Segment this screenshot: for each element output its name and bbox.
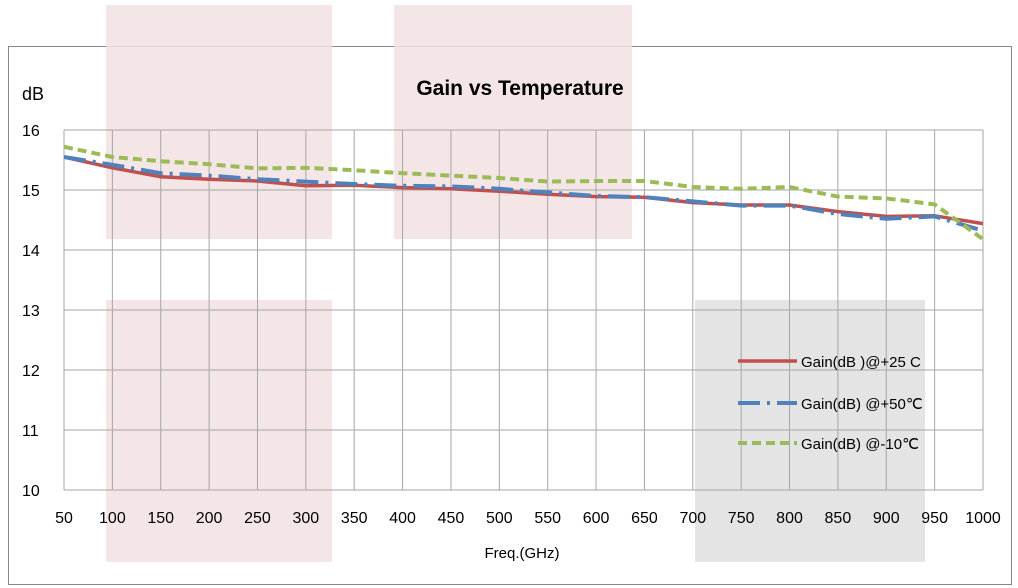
shade-block-3	[106, 300, 332, 562]
x-tick-label: 150	[147, 510, 174, 527]
x-tick-label: 350	[341, 510, 368, 527]
shade-block-2	[394, 5, 632, 239]
y-tick-label: 15	[22, 183, 40, 200]
series-line-3	[63, 144, 985, 241]
y-axis-unit-label: dB	[22, 84, 44, 104]
x-tick-label: 700	[679, 510, 706, 527]
x-tick-label: 100	[99, 510, 126, 527]
series-line-1	[63, 155, 984, 226]
y-tick-label: 10	[22, 483, 40, 500]
legend-label-1: Gain(dB )@+25 C	[801, 354, 921, 371]
x-tick-label: 450	[438, 510, 465, 527]
x-tick-label: 900	[873, 510, 900, 527]
y-tick-label: 13	[22, 303, 40, 320]
legend-label-2: Gain(dB) @+50℃	[801, 396, 923, 413]
x-tick-label: 950	[921, 510, 948, 527]
x-tick-label: 850	[825, 510, 852, 527]
x-tick-label: 1000	[965, 510, 1001, 527]
x-tick-label: 400	[389, 510, 416, 527]
legend: Gain(dB )@+25 C Gain(dB) @+50℃ Gain(dB) @-…	[738, 354, 923, 453]
x-tick-label: 550	[534, 510, 561, 527]
x-tick-label: 500	[486, 510, 513, 527]
y-tick-label: 11	[22, 423, 39, 440]
x-tick-labels: 50 100 150 200 250 300 350 400 450 500 550 600 650 70…	[55, 510, 1001, 527]
x-tick-label: 650	[631, 510, 658, 527]
background-shading	[106, 5, 925, 562]
x-tick-label: 250	[244, 510, 271, 527]
chart-title: Gain vs Temperature	[416, 77, 623, 100]
y-tick-label: 14	[22, 243, 40, 260]
x-tick-label: 50	[55, 510, 73, 527]
y-tick-label: 16	[22, 123, 40, 140]
series-lines	[63, 144, 985, 241]
x-axis-label: Freq.(GHz)	[485, 545, 560, 562]
legend-label-3: Gain(dB) @-10℃	[801, 436, 919, 453]
x-tick-label: 600	[583, 510, 610, 527]
y-tick-label: 12	[22, 363, 40, 380]
x-tick-label: 750	[728, 510, 755, 527]
y-tick-labels: 10 11 12 13 14 15 16	[22, 123, 40, 500]
shade-block-1	[106, 5, 332, 239]
x-tick-label: 300	[292, 510, 319, 527]
x-tick-label: 200	[196, 510, 223, 527]
x-tick-label: 800	[776, 510, 803, 527]
